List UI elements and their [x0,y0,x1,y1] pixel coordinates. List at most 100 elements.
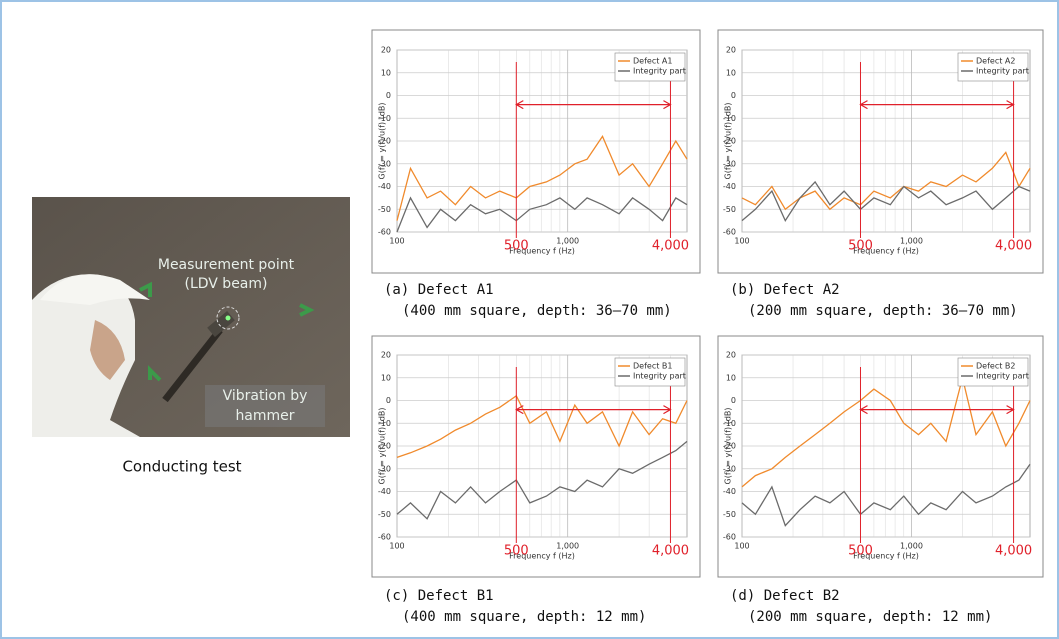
y-tick-label: -40 [723,487,736,496]
y-tick-label: -50 [723,205,736,214]
y-tick-label: -10 [723,114,736,123]
series-line [396,196,688,233]
panel-caption: (b) Defect A2 [730,282,840,298]
marker-label: 4,000 [995,239,1032,254]
legend-box [614,357,686,387]
y-axis-label: G(f) = y(f)/u(f) (dB) [378,102,387,179]
laser-dot [225,315,231,321]
x-tick-label: 100 [734,237,749,246]
x-tick-label: 1,000 [900,542,923,551]
panel-caption: (400 mm square, depth: 36–70 mm) [402,303,672,319]
x-tick-label: 100 [734,542,749,551]
y-tick-label: -10 [378,419,391,428]
y-tick-label: -30 [378,159,391,168]
photo: Measurement point (LDV beam) Vibration b… [32,197,350,437]
x-axis-label: Frequency f (Hz) [853,247,919,256]
y-tick-label: -40 [723,182,736,191]
chart: -60 -50 -40 -30 -20 -10 0 10 20 100 1,000Frequency… [371,29,701,319]
y-tick-label: 20 [381,351,391,360]
chart: -60 -50 -40 -30 -20 -10 0 10 20 100 1,000Frequency… [717,29,1044,319]
measure-ring [216,306,240,330]
y-tick-label: -40 [378,182,391,191]
span-arrow [515,405,672,415]
series-line [396,394,688,459]
x-tick-label: 1,000 [900,237,923,246]
y-tick-label: 0 [386,91,391,100]
panel-caption: (d) Defect B2 [730,588,840,604]
panel-caption: (200 mm square, depth: 36–70 mm) [748,303,1018,319]
x-axis-label: Frequency f (Hz) [509,552,575,561]
marker-label: 500 [848,239,873,254]
y-tick-label: -60 [378,533,391,542]
y-tick-label: -20 [378,137,391,146]
series-line [396,440,688,520]
y-tick-label: -50 [378,510,391,519]
legend-label: Integrity part [976,67,1029,76]
legend-label: Defect A1 [633,57,672,66]
y-tick-label: -20 [378,442,391,451]
x-tick-label: 1,000 [556,542,579,551]
photo-label: (LDV beam) [184,276,267,292]
x-axis-label: Frequency f (Hz) [509,247,575,256]
legend-label: Defect B2 [976,362,1015,371]
y-tick-label: -30 [723,464,736,473]
panel-caption: (a) Defect A1 [384,282,494,298]
y-tick-label: -10 [378,114,391,123]
chart: -60 -50 -40 -30 -20 -10 0 10 20 100 1,000Frequency… [371,335,701,625]
panel-caption: (c) Defect B1 [384,588,494,604]
panel-caption: (400 mm square, depth: 12 mm) [402,609,646,625]
chart: -60 -50 -40 -30 -20 -10 0 10 20 100 1,000Frequency… [717,335,1044,625]
marker-label: 500 [504,239,529,254]
legend-label: Integrity part [633,67,686,76]
y-tick-label: -50 [378,205,391,214]
y-tick-label: 0 [731,91,736,100]
worker [32,274,140,437]
marker-label: 4,000 [652,239,689,254]
photo-caption: Conducting test [122,458,241,476]
legend-box [957,52,1029,82]
photo-label: hammer [235,408,294,424]
x-tick-label: 1,000 [556,237,579,246]
y-tick-label: 10 [726,68,736,77]
y-tick-label: 0 [386,396,391,405]
series-line [396,135,688,221]
x-axis-label: Frequency f (Hz) [853,552,919,561]
cap [40,274,150,305]
series-line [741,463,1031,527]
y-axis-label: G(f) = y(f)/u(f) (dB) [724,407,733,484]
y-tick-label: -40 [378,487,391,496]
label-box [205,385,325,427]
marker-label: 4,000 [652,544,689,559]
span-arrow [515,100,672,110]
legend-label: Integrity part [633,372,686,381]
marker-label: 4,000 [995,544,1032,559]
photo-label: Vibration by [223,388,308,404]
y-tick-label: 20 [726,46,736,55]
panel-caption: (200 mm square, depth: 12 mm) [748,609,992,625]
y-tick-label: -10 [723,419,736,428]
span-arrow [859,405,1015,415]
legend-box [614,52,686,82]
y-tick-label: -20 [723,442,736,451]
series-line [741,180,1031,222]
y-axis-label: G(f) = y(f)/u(f) (dB) [378,407,387,484]
legend-label: Integrity part [976,372,1029,381]
y-tick-label: -50 [723,510,736,519]
marker-label: 500 [504,544,529,559]
y-tick-label: 10 [726,373,736,382]
y-tick-label: -30 [378,464,391,473]
legend-box [957,357,1029,387]
y-tick-label: -20 [723,137,736,146]
y-tick-label: 20 [381,46,391,55]
y-tick-label: -60 [723,228,736,237]
y-axis-label: G(f) = y(f)/u(f) (dB) [724,102,733,179]
legend-label: Defect A2 [976,57,1015,66]
series-line [741,377,1031,488]
span-arrow [859,100,1015,110]
y-tick-label: 10 [381,68,391,77]
y-tick-label: 20 [726,351,736,360]
y-tick-label: -60 [723,533,736,542]
y-tick-label: -30 [723,159,736,168]
x-tick-label: 100 [389,237,404,246]
